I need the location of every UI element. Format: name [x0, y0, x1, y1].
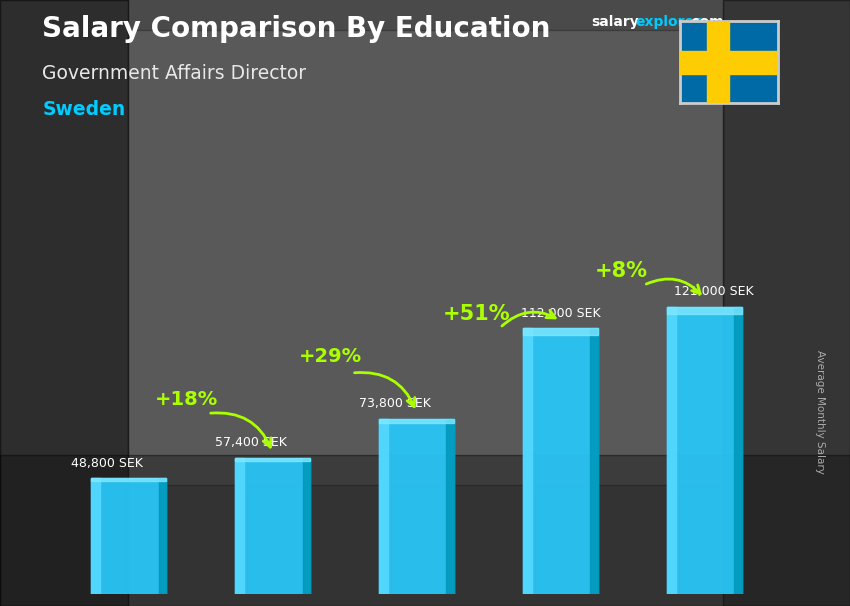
- FancyBboxPatch shape: [0, 0, 128, 606]
- Bar: [734, 307, 741, 594]
- Text: +29%: +29%: [298, 347, 362, 366]
- Bar: [379, 419, 454, 594]
- Text: Salary Comparison By Education: Salary Comparison By Education: [42, 15, 551, 43]
- Text: Sweden: Sweden: [42, 100, 126, 119]
- Bar: [92, 478, 167, 594]
- Text: 57,400 SEK: 57,400 SEK: [215, 436, 287, 449]
- Bar: [235, 458, 310, 461]
- Bar: [666, 307, 741, 314]
- Text: explorer: explorer: [636, 15, 701, 29]
- FancyBboxPatch shape: [128, 30, 722, 485]
- Bar: [379, 419, 388, 594]
- FancyBboxPatch shape: [722, 0, 850, 606]
- Text: 112,000 SEK: 112,000 SEK: [520, 307, 600, 319]
- Text: +8%: +8%: [594, 261, 647, 281]
- Bar: [523, 328, 598, 335]
- Text: 48,800 SEK: 48,800 SEK: [71, 457, 143, 470]
- Text: 121,000 SEK: 121,000 SEK: [674, 285, 754, 298]
- Bar: [92, 478, 100, 594]
- Bar: [303, 458, 310, 594]
- Bar: [707, 21, 728, 103]
- Text: +51%: +51%: [443, 304, 511, 324]
- Bar: [666, 307, 676, 594]
- Text: salary: salary: [591, 15, 638, 29]
- FancyBboxPatch shape: [0, 454, 850, 606]
- Bar: [235, 458, 244, 594]
- Text: 73,800 SEK: 73,800 SEK: [359, 398, 431, 410]
- Bar: [523, 328, 532, 594]
- Bar: [666, 307, 741, 594]
- Text: +18%: +18%: [155, 390, 218, 408]
- Bar: [379, 419, 454, 423]
- Text: Government Affairs Director: Government Affairs Director: [42, 64, 307, 82]
- Bar: [523, 328, 598, 594]
- Bar: [235, 458, 310, 594]
- Bar: [159, 478, 167, 594]
- Text: Average Monthly Salary: Average Monthly Salary: [815, 350, 825, 474]
- Text: .com: .com: [687, 15, 724, 29]
- Bar: [590, 328, 598, 594]
- Bar: [680, 52, 778, 75]
- Bar: [446, 419, 454, 594]
- Bar: [92, 478, 167, 481]
